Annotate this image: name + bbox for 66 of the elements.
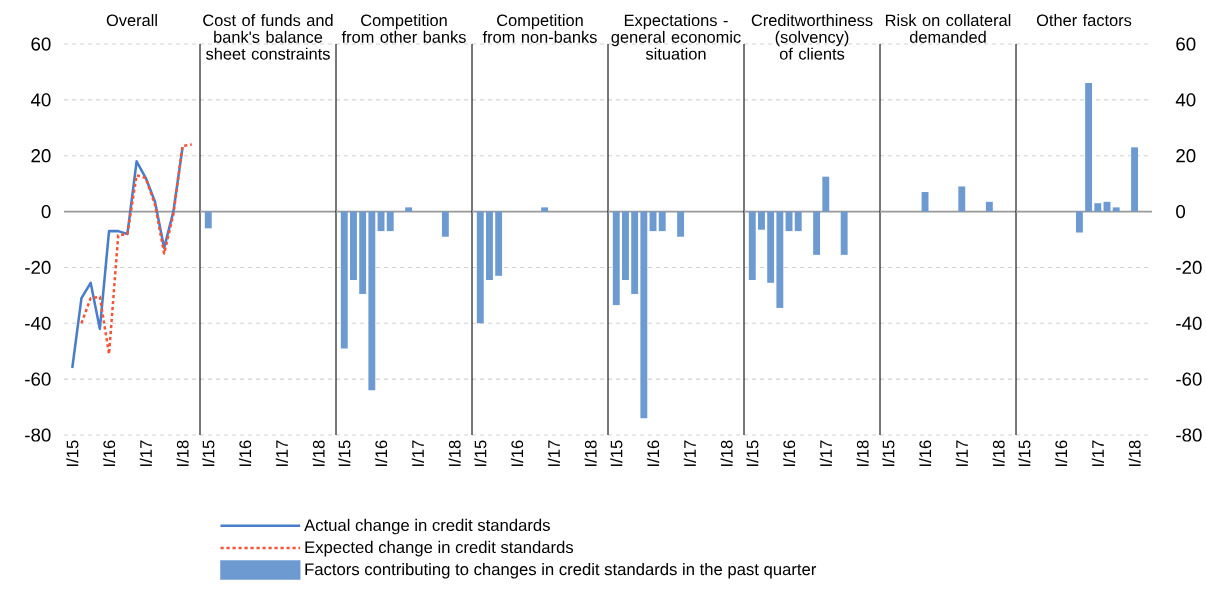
x-tick-label: I/16: [918, 440, 932, 466]
chart-title: Risk on collateral demanded: [886, 14, 1011, 43]
x-tick-label: I/16: [646, 440, 660, 466]
y-tick-label: -80: [25, 428, 51, 442]
y-tick-label: 60: [1176, 37, 1196, 51]
y-tick-label: -20: [25, 260, 51, 275]
x-tick-label: I/17: [139, 440, 152, 466]
x-tick-label: I/16: [1054, 440, 1068, 466]
bar: [1112, 207, 1120, 212]
y-tick-label: 0: [1176, 204, 1186, 219]
x-tick-label: I/18: [856, 440, 869, 466]
x-tick-label: I/15: [1018, 440, 1031, 466]
x-tick-label: I/17: [1091, 440, 1104, 466]
x-tick-label: I/15: [202, 440, 215, 466]
x-tick-label: I/17: [683, 440, 696, 466]
x-tick-label: I/15: [338, 440, 351, 466]
y-tick-label: 20: [1176, 149, 1196, 163]
x-tick-label: I/16: [510, 440, 524, 466]
bar: [1103, 201, 1111, 212]
x-tick-label: I/16: [238, 440, 252, 466]
x-tick-label: I/18: [992, 440, 1005, 466]
bar: [1075, 211, 1083, 233]
x-tick-label: I/18: [584, 440, 597, 466]
legend-label: Actual change in credit standards: [304, 518, 550, 535]
x-tick-label: I/15: [474, 440, 487, 466]
x-tick-label: I/18: [448, 440, 461, 466]
y-tick-label: -20: [1176, 260, 1202, 275]
x-tick-label: I/18: [312, 440, 325, 466]
x-tick-label: I/18: [1128, 440, 1141, 466]
y-tick-label: 20: [31, 149, 51, 163]
bar: [1131, 147, 1138, 212]
x-tick-label: I/15: [746, 440, 759, 466]
y-tick-label: -40: [1176, 316, 1202, 330]
x-tick-label: I/17: [275, 440, 288, 466]
bar: [1094, 203, 1102, 212]
y-tick-label: 0: [41, 204, 51, 219]
y-tick-label: 40: [30, 93, 51, 107]
y-tick-label: -80: [1176, 428, 1202, 442]
chart-title: Other factors: [1036, 14, 1132, 27]
bar: [1085, 83, 1093, 212]
y-tick-label: -60: [25, 372, 51, 386]
x-tick-label: I/15: [610, 440, 623, 466]
x-tick-label: I/18: [176, 440, 189, 466]
chart-title: Creditworthiness (solvency) of clients: [751, 14, 873, 60]
chart-title: Overall: [106, 14, 157, 27]
line-series: [80, 143, 194, 356]
x-tick-label: I/15: [882, 440, 895, 466]
legend-label: Factors contributing to changes in credit standards in the past quarter: [305, 562, 817, 579]
y-tick-label: 60: [31, 37, 51, 51]
chart-title: Expectations - general economic situation: [611, 14, 741, 60]
x-tick-label: I/17: [411, 440, 424, 466]
x-tick-label: I/16: [374, 440, 388, 466]
y-tick-label: -60: [1176, 372, 1202, 386]
chart-title: Competition from other banks: [341, 14, 466, 43]
y-tick-label: 40: [1175, 93, 1196, 107]
chart-title: Competition from non-banks: [482, 14, 597, 43]
x-tick-label: I/16: [782, 440, 796, 466]
x-tick-label: I/17: [819, 440, 832, 466]
y-tick-label: -40: [25, 316, 51, 330]
legend-label: Expected change in credit standards: [305, 540, 574, 557]
x-tick-label: I/17: [955, 440, 968, 466]
x-tick-label: I/16: [102, 440, 116, 466]
x-tick-label: I/17: [547, 440, 560, 466]
chart-title: Cost of funds and bank's balance sheet constraints: [203, 14, 333, 60]
x-tick-label: I/18: [720, 440, 733, 466]
x-tick-label: I/15: [66, 440, 79, 466]
